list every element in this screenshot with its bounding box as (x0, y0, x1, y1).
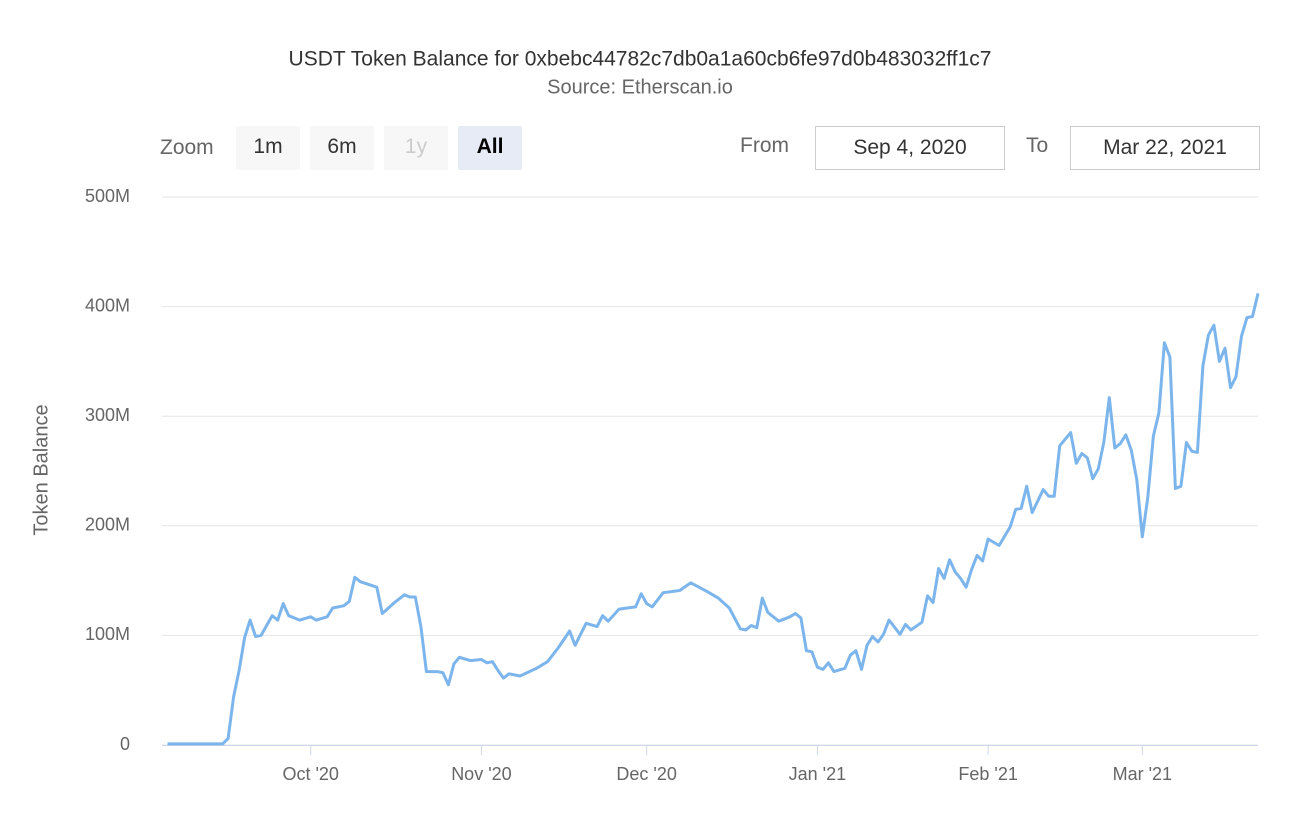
zoom-button[interactable]: All (458, 126, 522, 170)
zoom-label: Zoom (160, 136, 214, 159)
y-tick-label: 100M (85, 624, 130, 644)
zoom-button: 1y (384, 126, 448, 170)
chart-title: USDT Token Balance for 0xbebc44782c7db0a… (289, 48, 992, 71)
x-tick-label: Nov '20 (451, 764, 511, 784)
x-tick-label: Jan '21 (789, 764, 846, 784)
zoom-button[interactable]: 6m (310, 126, 374, 170)
x-tick-label: Feb '21 (958, 764, 1017, 784)
y-tick-label: 0 (120, 734, 130, 754)
y-tick-label: 500M (85, 186, 130, 206)
data-line (167, 293, 1260, 746)
y-axis-title: Token Balance (30, 404, 52, 535)
x-tick-label: Oct '20 (282, 764, 338, 784)
y-tick-label: 300M (85, 405, 130, 425)
y-tick-label: 400M (85, 295, 130, 315)
to-input[interactable]: Mar 22, 2021 (1070, 126, 1260, 170)
zoom-button[interactable]: 1m (236, 126, 300, 170)
x-tick-label: Mar '21 (1113, 764, 1172, 784)
chart-subtitle: Source: Etherscan.io (547, 76, 733, 98)
x-tick-label: Dec '20 (616, 764, 676, 784)
from-input[interactable]: Sep 4, 2020 (815, 126, 1005, 170)
from-label: From (740, 134, 789, 157)
to-label: To (1026, 134, 1049, 157)
y-tick-label: 200M (85, 515, 130, 535)
